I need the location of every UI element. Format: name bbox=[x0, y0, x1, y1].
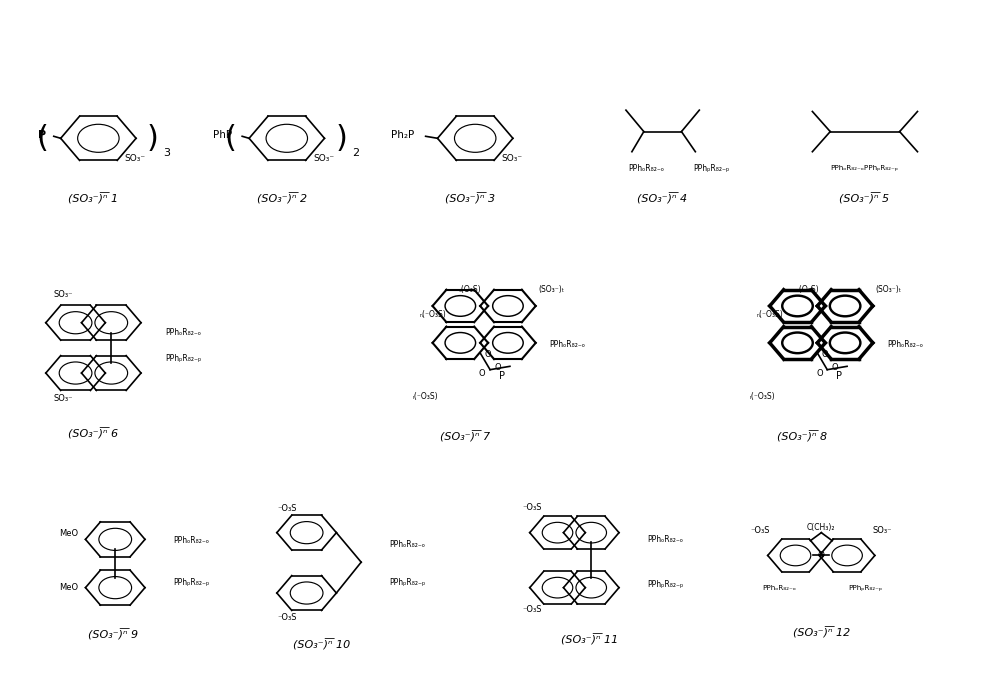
Text: ⁻O₃S: ⁻O₃S bbox=[522, 502, 541, 512]
Text: PPhₒR₈₂₋ₒ: PPhₒR₈₂₋ₒ bbox=[647, 535, 683, 544]
Text: 2: 2 bbox=[352, 148, 359, 158]
Text: PPhₒR₈₂₋ₒ: PPhₒR₈₂₋ₒ bbox=[389, 540, 425, 549]
Text: (: ( bbox=[224, 124, 236, 153]
Text: ᵣ(⁻O₃S): ᵣ(⁻O₃S) bbox=[413, 392, 438, 401]
Text: O: O bbox=[822, 350, 829, 359]
Text: PPhₒR₈₂₋ₒPPhₚR₈₂₋ₚ: PPhₒR₈₂₋ₒPPhₚR₈₂₋ₚ bbox=[830, 166, 898, 172]
Text: (: ( bbox=[36, 124, 48, 153]
Text: P: P bbox=[38, 130, 46, 140]
Text: MeO: MeO bbox=[59, 530, 78, 538]
Text: ₙ(⁻O₃S): ₙ(⁻O₃S) bbox=[419, 310, 446, 318]
Text: ᵣ(⁻O₃S): ᵣ(⁻O₃S) bbox=[750, 392, 776, 401]
Text: (SO₃⁻)͞ⁿ 5: (SO₃⁻)͞ⁿ 5 bbox=[839, 193, 889, 204]
Text: PPhₚR₈₂₋ₚ: PPhₚR₈₂₋ₚ bbox=[848, 585, 882, 591]
Text: ₛ(O₃S): ₛ(O₃S) bbox=[796, 285, 819, 294]
Text: (SO₃⁻)͞ⁿ 4: (SO₃⁻)͞ⁿ 4 bbox=[637, 193, 687, 204]
Text: SO₃⁻: SO₃⁻ bbox=[872, 526, 892, 535]
Text: O: O bbox=[832, 363, 838, 372]
Text: PPhₚR₈₂₋ₚ: PPhₚR₈₂₋ₚ bbox=[173, 578, 209, 587]
Text: PPhₒR₈₂₋ₒ: PPhₒR₈₂₋ₒ bbox=[887, 340, 923, 350]
Text: PPhₒR₈₂₋ₒ: PPhₒR₈₂₋ₒ bbox=[550, 340, 586, 350]
Text: MeO: MeO bbox=[59, 583, 78, 592]
Text: PPhₚR₈₂₋ₚ: PPhₚR₈₂₋ₚ bbox=[647, 580, 683, 589]
Text: ): ) bbox=[147, 124, 159, 153]
Text: (SO₃⁻)͞ⁿ 9: (SO₃⁻)͞ⁿ 9 bbox=[88, 629, 138, 640]
Text: PPhₚR₈₂₋ₚ: PPhₚR₈₂₋ₚ bbox=[389, 578, 425, 587]
Text: (SO₃⁻)͞ⁿ 6: (SO₃⁻)͞ⁿ 6 bbox=[68, 428, 118, 439]
Text: ₛ(O₃S): ₛ(O₃S) bbox=[459, 285, 482, 294]
Text: SO₃⁻: SO₃⁻ bbox=[125, 154, 146, 163]
Text: ⁻O₃S: ⁻O₃S bbox=[277, 613, 297, 623]
Text: Ph₂P: Ph₂P bbox=[391, 130, 414, 140]
Text: (SO₃⁻)ₜ: (SO₃⁻)ₜ bbox=[539, 285, 565, 294]
Text: O: O bbox=[479, 369, 485, 378]
Text: O: O bbox=[816, 369, 823, 378]
Text: (SO₃⁻)͞ⁿ 10: (SO₃⁻)͞ⁿ 10 bbox=[293, 639, 350, 650]
Text: SO₃⁻: SO₃⁻ bbox=[501, 154, 522, 163]
Text: PPhₚR₈₂₋ₚ: PPhₚR₈₂₋ₚ bbox=[693, 164, 729, 173]
Text: SO₃⁻: SO₃⁻ bbox=[54, 394, 73, 403]
Text: O: O bbox=[485, 350, 491, 359]
Text: (SO₃⁻)͞ⁿ 11: (SO₃⁻)͞ⁿ 11 bbox=[561, 634, 618, 646]
Text: O: O bbox=[495, 363, 501, 372]
Text: PPhₒR₈₂₋ₒ: PPhₒR₈₂₋ₒ bbox=[628, 164, 664, 173]
Text: ₙ(⁻O₃S): ₙ(⁻O₃S) bbox=[756, 310, 783, 318]
Text: SO₃⁻: SO₃⁻ bbox=[313, 154, 334, 163]
Text: (SO₃⁻)ₜ: (SO₃⁻)ₜ bbox=[876, 285, 902, 294]
Text: ⁻O₃S: ⁻O₃S bbox=[750, 526, 770, 535]
Text: PPhₒR₈₂₋ₒ: PPhₒR₈₂₋ₒ bbox=[165, 328, 201, 337]
Text: ⁻O₃S: ⁻O₃S bbox=[522, 604, 541, 614]
Text: (SO₃⁻)͞ⁿ 2: (SO₃⁻)͞ⁿ 2 bbox=[257, 193, 307, 204]
Text: SO₃⁻: SO₃⁻ bbox=[54, 290, 73, 299]
Text: (SO₃⁻)͞ⁿ 3: (SO₃⁻)͞ⁿ 3 bbox=[445, 193, 495, 204]
Text: PPhₚR₈₂₋ₚ: PPhₚR₈₂₋ₚ bbox=[165, 354, 201, 363]
Text: PhP: PhP bbox=[213, 130, 232, 140]
Text: PPhₒR₈₂₋ₒ: PPhₒR₈₂₋ₒ bbox=[173, 536, 209, 545]
Text: (SO₃⁻)͞ⁿ 12: (SO₃⁻)͞ⁿ 12 bbox=[793, 627, 850, 639]
Text: C(CH₃)₂: C(CH₃)₂ bbox=[807, 523, 836, 532]
Text: (SO₃⁻)͞ⁿ 1: (SO₃⁻)͞ⁿ 1 bbox=[68, 193, 118, 204]
Text: (SO₃⁻)͞ⁿ 7: (SO₃⁻)͞ⁿ 7 bbox=[440, 431, 490, 443]
Text: P: P bbox=[499, 371, 505, 382]
Text: ⁻O₃S: ⁻O₃S bbox=[277, 504, 297, 513]
Text: 3: 3 bbox=[163, 148, 170, 158]
Text: PPhₒR₈₂₋ₒ: PPhₒR₈₂₋ₒ bbox=[763, 585, 797, 591]
Text: O: O bbox=[818, 551, 825, 560]
Text: (SO₃⁻)͞ⁿ 8: (SO₃⁻)͞ⁿ 8 bbox=[777, 431, 828, 443]
Text: P: P bbox=[836, 371, 842, 382]
Text: ): ) bbox=[335, 124, 347, 153]
